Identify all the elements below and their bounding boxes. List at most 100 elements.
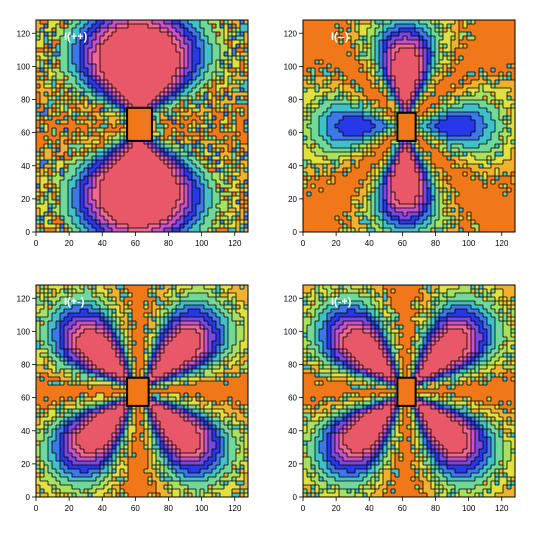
field-cell [188,164,192,168]
field-cell [375,176,379,180]
field-cell [132,140,136,144]
field-cell [60,120,64,124]
field-cell [180,196,184,200]
field-cell [52,40,56,44]
field-cell [244,116,248,120]
field-cell [48,164,52,168]
field-cell [323,32,327,36]
field-cell [164,176,168,180]
field-cell [64,56,68,60]
field-cell [503,128,507,132]
field-cell [343,72,347,76]
field-cell [399,64,403,68]
field-cell [172,124,176,128]
field-cell [244,212,248,216]
field-cell [44,168,48,172]
field-cell [64,164,68,168]
field-cell [212,60,216,64]
field-cell [104,100,108,104]
field-cell [108,28,112,32]
field-cell [208,136,212,140]
field-cell [60,188,64,192]
field-cell [483,60,487,64]
field-cell [363,80,367,84]
field-cell [84,216,88,220]
field-cell [455,56,459,60]
field-cell [144,52,148,56]
field-cell [68,76,72,80]
field-cell [188,200,192,204]
field-cell [48,60,52,64]
field-cell [224,132,228,136]
field-cell [172,24,176,28]
field-cell [92,228,96,232]
field-cell [351,60,355,64]
field-cell [160,168,164,172]
field-cell [435,136,439,140]
field-cell [455,24,459,28]
field-cell [499,168,503,172]
field-cell [140,72,144,76]
field-cell [232,68,236,72]
field-cell [72,88,76,92]
field-cell [240,196,244,200]
field-cell [188,196,192,200]
field-cell [367,132,371,136]
field-cell [80,52,84,56]
field-cell [491,68,495,72]
field-cell [88,148,92,152]
field-cell [80,168,84,172]
field-cell [44,212,48,216]
field-cell [112,32,116,36]
field-cell [60,192,64,196]
field-cell [180,80,184,84]
field-cell [176,76,180,80]
field-cell [172,68,176,72]
field-cell [471,64,475,68]
field-cell [319,104,323,108]
field-cell [371,156,375,160]
field-cell [307,152,311,156]
field-cell [124,96,128,100]
field-cell [419,140,423,144]
field-cell [52,144,56,148]
field-cell [232,52,236,56]
field-cell [228,144,232,148]
field-cell [152,212,156,216]
field-cell [371,44,375,48]
field-cell [347,36,351,40]
field-cell [307,76,311,80]
field-cell [423,156,427,160]
field-cell [459,120,463,124]
field-cell [192,216,196,220]
field-cell [395,32,399,36]
field-cell [208,148,212,152]
field-cell [367,168,371,172]
field-cell [172,176,176,180]
field-cell [136,164,140,168]
field-cell [144,80,148,84]
field-cell [96,168,100,172]
field-cell [124,192,128,196]
field-cell [56,100,60,104]
field-cell [44,64,48,68]
field-cell [395,176,399,180]
field-cell [228,220,232,224]
field-cell [411,28,415,32]
field-cell [391,136,395,140]
field-cell [423,24,427,28]
field-cell [423,172,427,176]
field-cell [228,20,232,24]
field-cell [104,76,108,80]
field-cell [140,40,144,44]
field-cell [56,128,60,132]
field-cell [331,132,335,136]
field-cell [236,200,240,204]
field-cell [132,152,136,156]
field-cell [44,152,48,156]
field-cell [407,156,411,160]
field-cell [84,92,88,96]
field-cell [511,112,515,116]
field-cell [152,64,156,68]
